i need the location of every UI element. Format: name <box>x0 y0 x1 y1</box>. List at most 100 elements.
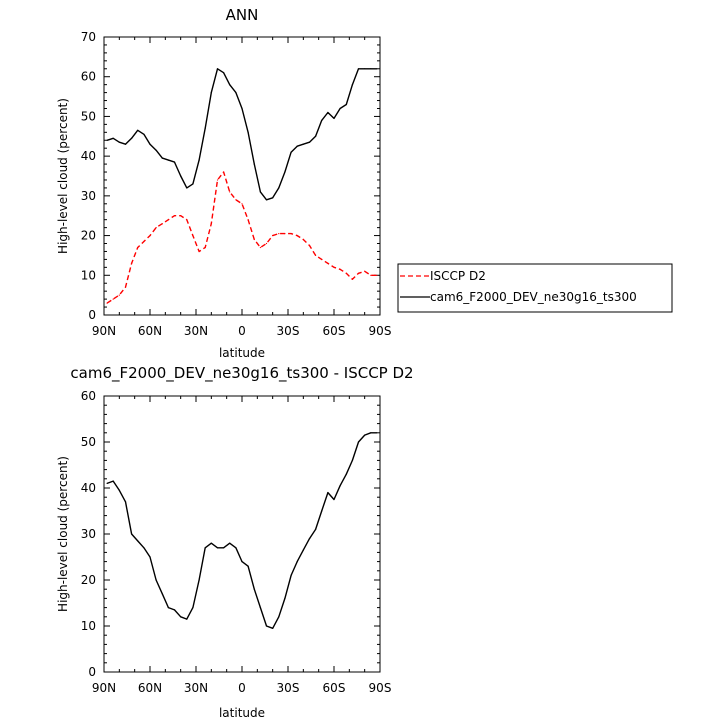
top-plot-frame <box>103 36 381 316</box>
top-series-0-point <box>143 240 145 243</box>
bottom-series-0-point <box>112 480 114 482</box>
bottom-series-0-point <box>198 579 200 581</box>
top-series-0-point <box>173 215 176 217</box>
top-series-0-point <box>155 227 157 229</box>
top-series-1-point <box>198 159 200 161</box>
top-series-1-point <box>302 143 304 145</box>
top-series-1-point <box>143 133 145 135</box>
bottom-series-0-point <box>308 538 311 540</box>
top-series-1-point <box>229 84 231 86</box>
top-series-1-point <box>333 117 335 119</box>
bottom-series-0-point <box>186 618 188 620</box>
top-series-1-point <box>272 197 274 199</box>
top-series-1-point <box>345 103 347 106</box>
bottom-series-0-point <box>131 533 133 535</box>
top-series-0-point <box>210 223 212 225</box>
top-series-0-point <box>272 235 274 237</box>
top-series-0-point <box>198 250 200 253</box>
top-series-1-point <box>204 127 206 129</box>
bottom-series-0-point <box>265 625 268 627</box>
bottom-chart-title: cam6_F2000_DEV_ne30g16_ts300 - ISCCP D2 <box>70 364 413 383</box>
bottom-x-tick-label: 60N <box>138 681 162 695</box>
top-series-1-point <box>259 191 261 193</box>
top-series-1-point <box>149 143 151 145</box>
top-series-0-point <box>235 199 237 201</box>
top-series-0-point <box>327 262 329 264</box>
top-series-1-point <box>106 139 108 141</box>
top-series-1-point <box>180 175 182 177</box>
top-series-0-point <box>315 254 317 256</box>
bottom-series-line-0 <box>106 432 377 629</box>
top-x-tick-label: 90S <box>369 324 392 338</box>
top-x-axis-label: latitude <box>219 346 265 360</box>
top-series-0-point <box>339 268 341 270</box>
top-series-1-point <box>223 72 225 74</box>
top-series-0-point <box>137 246 139 249</box>
top-series-1-point <box>173 161 176 163</box>
top-series-0-point <box>333 266 335 268</box>
top-y-tick-label: 10 <box>81 268 96 282</box>
bottom-series-0-point <box>143 547 145 549</box>
top-series-1-point <box>370 68 372 70</box>
top-x-tick-label: 60N <box>138 324 162 338</box>
top-y-tick-label: 30 <box>81 189 96 203</box>
top-series-1-point <box>308 141 311 143</box>
bottom-series-0-point <box>167 607 169 609</box>
bottom-x-tick-label: 60S <box>323 681 346 695</box>
bottom-series-0-point <box>259 607 261 609</box>
bottom-panel: cam6_F2000_DEV_ne30g16_ts300 - ISCCP D2 … <box>56 364 414 720</box>
top-series-0-point <box>357 272 360 274</box>
top-series-0-point <box>308 244 311 247</box>
top-series-1-point <box>186 187 188 189</box>
top-series-1-point <box>192 183 194 185</box>
top-series-0-point <box>278 233 280 235</box>
top-series-1-point <box>241 107 243 110</box>
top-series-0-point <box>284 233 286 235</box>
top-series-0-point <box>265 242 268 245</box>
bottom-series-0-point <box>278 616 280 618</box>
bottom-series-0-point <box>204 547 206 549</box>
bottom-plot-frame <box>103 395 381 673</box>
top-series-line-0 <box>106 171 377 304</box>
top-series-1-point <box>284 171 286 173</box>
bottom-series-0-point <box>124 501 127 503</box>
bottom-series-0-point <box>229 542 231 544</box>
top-series-0-point <box>216 179 219 181</box>
bottom-series-0-point <box>118 489 120 491</box>
top-series-1-point <box>247 131 249 133</box>
top-y-tick-label: 20 <box>81 229 96 243</box>
top-series-0-point <box>321 258 323 260</box>
bottom-ticks: 90N 60N 30N 0 30S 60S 90S 0 10 20 30 40 50 60 <box>81 389 392 695</box>
top-series-0-point <box>370 274 372 276</box>
top-series-0-point <box>186 219 188 221</box>
bottom-series-0-point <box>302 549 304 551</box>
bottom-x-tick-label: 90N <box>92 681 116 695</box>
top-series-1-point <box>339 107 341 110</box>
bottom-y-tick-label: 60 <box>81 389 96 403</box>
bottom-x-tick-label: 0 <box>238 681 246 695</box>
top-x-tick-label: 0 <box>238 324 246 338</box>
top-series-1-point <box>131 137 133 139</box>
legend-box <box>397 263 673 313</box>
bottom-series-0-point <box>216 547 219 549</box>
bottom-series-0-point <box>149 556 151 558</box>
bottom-series <box>106 432 378 629</box>
bottom-series-0-point <box>321 510 323 512</box>
bottom-series-0-point <box>364 434 366 436</box>
top-series-0-point <box>351 278 353 280</box>
top-x-tick-label: 60S <box>323 324 346 338</box>
bottom-series-0-point <box>345 473 347 475</box>
top-y-tick-label: 50 <box>81 109 96 123</box>
bottom-y-tick-label: 20 <box>81 573 96 587</box>
top-series-0-point <box>131 262 133 264</box>
top-series-0-point <box>112 298 114 300</box>
top-series-0-point <box>161 223 163 225</box>
top-ticks: 90N 60N 30N 0 30S 60S 90S 0 10 20 30 40 50 60 70 <box>81 30 392 338</box>
top-series-0-point <box>376 274 378 276</box>
bottom-y-axis-label: High-level cloud (percent) <box>56 456 70 612</box>
bottom-y-tick-label: 50 <box>81 435 96 449</box>
bottom-series-0-point <box>284 597 286 600</box>
top-series-0-point <box>204 246 206 249</box>
bottom-y-tick-label: 10 <box>81 619 96 633</box>
